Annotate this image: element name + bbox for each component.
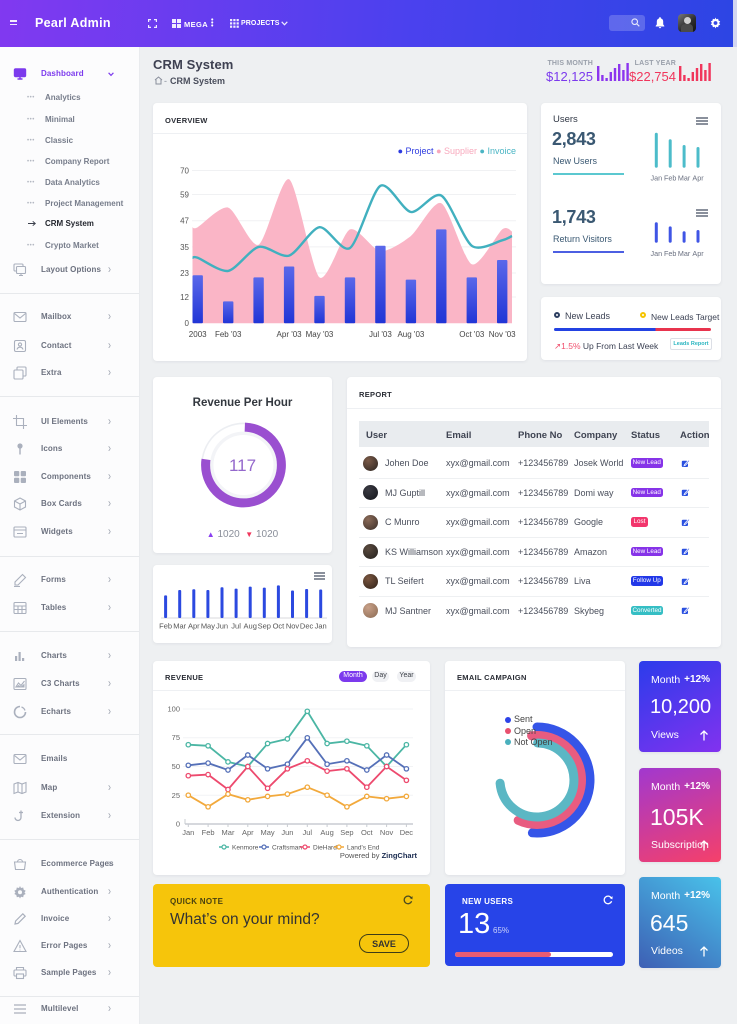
svg-text:May: May (261, 828, 275, 837)
svg-text:Apr '03: Apr '03 (277, 330, 303, 339)
svg-text:59: 59 (180, 191, 189, 200)
svg-text:Sep: Sep (340, 828, 353, 837)
svg-text:Dec: Dec (300, 622, 314, 631)
svg-text:47: 47 (180, 217, 189, 226)
svg-text:Apr: Apr (188, 622, 200, 631)
svg-text:Jul '03: Jul '03 (369, 330, 392, 339)
svg-text:Aug: Aug (320, 828, 333, 837)
svg-text:Feb '03: Feb '03 (215, 330, 242, 339)
svg-text:Apr: Apr (692, 174, 704, 183)
svg-text:Mar: Mar (678, 174, 691, 183)
svg-text:Aug '03: Aug '03 (397, 330, 424, 339)
svg-text:Oct '03: Oct '03 (459, 330, 485, 339)
svg-text:Jun: Jun (281, 828, 293, 837)
svg-text:Nov: Nov (380, 828, 394, 837)
svg-text:Mar: Mar (222, 828, 235, 837)
svg-text:12: 12 (180, 293, 189, 302)
svg-text:Nov '03: Nov '03 (489, 330, 516, 339)
svg-text:Dec: Dec (400, 828, 414, 837)
svg-text:70: 70 (180, 167, 189, 176)
svg-text:2003: 2003 (189, 330, 207, 339)
svg-text:50: 50 (172, 762, 180, 771)
svg-text:Jan: Jan (315, 622, 327, 631)
svg-text:Jul: Jul (303, 828, 313, 837)
svg-text:Jul: Jul (231, 622, 241, 631)
svg-text:Craftsman: Craftsman (272, 845, 302, 852)
svg-text:Jan: Jan (651, 174, 663, 183)
svg-text:Aug: Aug (244, 622, 257, 631)
svg-text:Sep: Sep (258, 622, 271, 631)
svg-text:35: 35 (180, 243, 189, 252)
svg-text:Nov: Nov (286, 622, 300, 631)
svg-text:Land's End: Land's End (347, 845, 380, 852)
svg-text:0: 0 (176, 820, 180, 829)
svg-text:Apr: Apr (242, 828, 254, 837)
svg-text:Feb: Feb (664, 174, 676, 183)
svg-text:25: 25 (172, 791, 180, 800)
svg-text:Feb: Feb (664, 249, 676, 258)
svg-text:DieHard: DieHard (313, 845, 337, 852)
svg-text:100: 100 (167, 705, 180, 714)
svg-text:Kenmore: Kenmore (232, 845, 259, 852)
svg-text:Oct: Oct (361, 828, 374, 837)
svg-text:23: 23 (180, 269, 189, 278)
svg-text:Jun: Jun (216, 622, 228, 631)
svg-text:Feb: Feb (202, 828, 215, 837)
svg-text:Apr: Apr (692, 249, 704, 258)
svg-text:Jan: Jan (651, 249, 663, 258)
svg-text:May '03: May '03 (306, 330, 334, 339)
svg-text:Mar: Mar (173, 622, 186, 631)
svg-text:0: 0 (185, 319, 190, 328)
svg-text:Jan: Jan (182, 828, 194, 837)
svg-text:Mar: Mar (678, 249, 691, 258)
svg-text:May: May (201, 622, 215, 631)
svg-text:75: 75 (172, 733, 180, 742)
svg-text:Oct: Oct (273, 622, 286, 631)
svg-text:Feb: Feb (159, 622, 172, 631)
